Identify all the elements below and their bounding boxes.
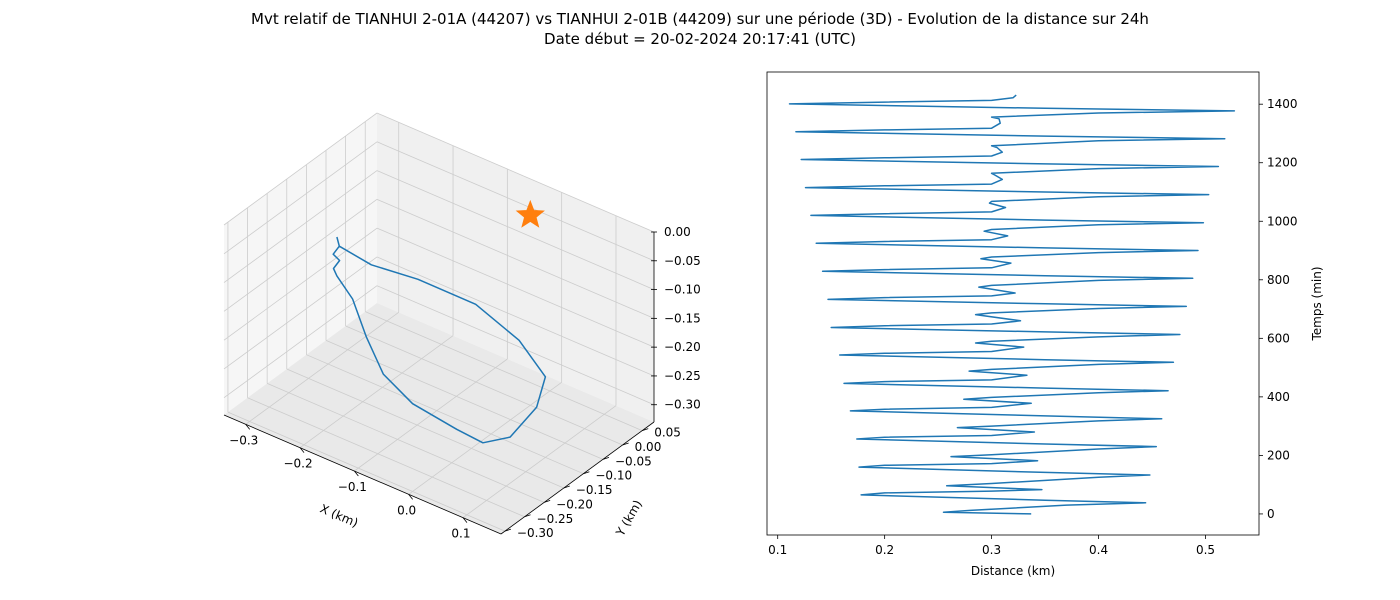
grid-line bbox=[286, 368, 564, 489]
y-tick bbox=[504, 528, 512, 532]
y-tick-label: −0.15 bbox=[576, 483, 613, 497]
x-tick-label: 0.2 bbox=[875, 543, 894, 557]
grid-line bbox=[462, 405, 617, 518]
z-tick-label: −0.10 bbox=[664, 283, 700, 297]
y-tick-label: 800 bbox=[1267, 273, 1290, 287]
grid-line bbox=[223, 141, 378, 255]
y-tick-label: −0.30 bbox=[517, 526, 554, 540]
z-tick-label: −0.15 bbox=[664, 311, 700, 325]
y-tick bbox=[642, 428, 649, 431]
y-tick bbox=[602, 456, 610, 460]
grid-line bbox=[408, 382, 562, 495]
y-tick-label: 0.00 bbox=[635, 440, 662, 454]
z-axis-label: Z (km) bbox=[699, 304, 700, 345]
grid-line bbox=[245, 312, 399, 425]
grid-line bbox=[376, 256, 655, 377]
y-tick bbox=[544, 500, 551, 503]
y-tick-label: −0.05 bbox=[615, 454, 652, 468]
grid-line bbox=[376, 141, 655, 262]
y-axis-line bbox=[500, 421, 655, 535]
chart-subtitle: Date début = 20-02-2024 20:17:41 (UTC) bbox=[544, 30, 856, 48]
x-tick-label: −0.3 bbox=[229, 433, 258, 447]
y-tick-label: −0.20 bbox=[556, 497, 593, 511]
x-tick-label: 0.1 bbox=[768, 543, 787, 557]
y-axis-label: Temps (min) bbox=[1310, 266, 1324, 341]
x-tick-label: −0.2 bbox=[283, 457, 312, 471]
grid-line bbox=[299, 335, 454, 448]
star-marker-icon bbox=[515, 199, 545, 228]
grid-line bbox=[247, 397, 525, 518]
grid-line bbox=[223, 170, 378, 283]
x-tick bbox=[299, 447, 305, 453]
z-tick-label: −0.20 bbox=[664, 340, 700, 354]
grid-line bbox=[223, 227, 378, 341]
grid-line bbox=[325, 339, 604, 460]
grid-line bbox=[376, 285, 655, 406]
grid-line bbox=[223, 285, 378, 399]
grid-line bbox=[376, 112, 655, 233]
distance-line bbox=[788, 94, 1236, 515]
y-tick-label: 600 bbox=[1267, 331, 1290, 345]
x-tick-label: 0.3 bbox=[982, 543, 1001, 557]
y-tick-label: 400 bbox=[1267, 390, 1290, 404]
grid-line bbox=[306, 354, 584, 475]
y-tick bbox=[622, 442, 629, 446]
z-tick-label: −0.25 bbox=[664, 369, 700, 383]
grid-line bbox=[223, 256, 378, 370]
x-axis-label: Distance (km) bbox=[971, 564, 1055, 578]
y-tick bbox=[583, 471, 590, 475]
y-tick-label: 1000 bbox=[1267, 214, 1298, 228]
y-tick-label: −0.10 bbox=[595, 469, 632, 483]
back-pane bbox=[377, 113, 654, 422]
z-tick-label: −0.05 bbox=[664, 254, 700, 268]
x-tick-label: 0.5 bbox=[1196, 543, 1215, 557]
grid-line bbox=[266, 383, 545, 503]
y-tick bbox=[563, 485, 570, 489]
y-tick-label: 0.05 bbox=[654, 426, 681, 440]
grid-line bbox=[223, 112, 378, 226]
z-tick-label: −0.30 bbox=[664, 398, 700, 412]
grid-line bbox=[227, 411, 506, 532]
y-tick-label: 1200 bbox=[1267, 156, 1298, 170]
plot-frame bbox=[766, 71, 1260, 536]
trajectory-line bbox=[332, 236, 547, 444]
grid-line bbox=[365, 311, 643, 431]
x-axis-line bbox=[223, 414, 502, 535]
z-tick-label: 0.00 bbox=[664, 225, 691, 239]
y-tick-label: 0 bbox=[1267, 507, 1275, 521]
plot-3d-relative-motion: −0.3−0.2−0.10.00.1 −0.30−0.25−0.20−0.15−0… bbox=[223, 112, 700, 541]
x-tick-label: −0.1 bbox=[338, 480, 367, 494]
grid-line bbox=[376, 170, 655, 290]
x-tick bbox=[408, 494, 413, 500]
y-tick-label: 200 bbox=[1267, 448, 1290, 462]
grid-line bbox=[376, 227, 655, 348]
x-tick-label: 0.0 bbox=[397, 503, 416, 517]
y-tick bbox=[524, 514, 531, 518]
grid-line bbox=[376, 198, 655, 319]
x-tick bbox=[462, 517, 468, 523]
x-tick bbox=[245, 424, 251, 430]
y-tick-label: −0.25 bbox=[537, 512, 574, 526]
x-tick bbox=[354, 470, 359, 477]
x-tick-label: 0.4 bbox=[1089, 543, 1108, 557]
grid-line bbox=[345, 325, 623, 446]
grid-line bbox=[223, 199, 378, 312]
chart-title: Mvt relatif de TIANHUI 2-01A (44207) vs … bbox=[251, 10, 1149, 28]
side-pane bbox=[224, 113, 377, 415]
y-tick-label: 1400 bbox=[1267, 97, 1298, 111]
x-tick-label: 0.1 bbox=[451, 527, 470, 541]
